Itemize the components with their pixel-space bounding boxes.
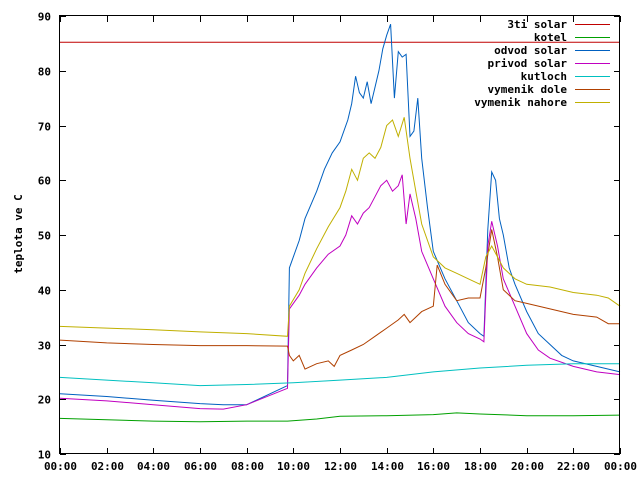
y-tick-label: 40 [38,285,51,298]
legend-label: privod solar [488,57,568,70]
series-line-odvod-solar [59,24,621,406]
series-line-vymenik-dole [59,229,620,370]
x-tick-label: 02:00 [91,460,124,473]
x-tick-label: 06:00 [184,460,217,473]
legend-label: odvod solar [494,44,567,57]
x-tick-label: 14:00 [371,460,404,473]
y-tick-label: 10 [38,449,51,462]
y-tick-label: 50 [38,230,51,243]
series-line-kutloch [59,363,620,387]
x-tick-label: 10:00 [277,460,310,473]
y-tick-label: 30 [38,340,51,353]
series-line-vymenik-nahore [59,117,621,337]
y-tick-label: 70 [38,121,51,134]
x-tick-label: 00:00 [44,460,77,473]
x-tick-label: 12:00 [324,460,357,473]
x-tick-label: 16:00 [417,460,450,473]
legend-label: kotel [534,31,567,44]
y-tick-label: 80 [38,66,51,79]
x-tick-label: 08:00 [231,460,264,473]
x-tick-label: 00:00 [604,460,637,473]
series-line-kotel [59,412,621,423]
x-tick-label: 20:00 [511,460,544,473]
series-layer [59,24,621,423]
legend-label: 3ti solar [507,18,567,31]
plot-frame [59,15,620,454]
x-tick-label: 04:00 [137,460,170,473]
y-tick-label: 20 [38,394,51,407]
legend-label: kutloch [521,70,567,83]
y-tick-label: 60 [38,175,51,188]
legend-label: vymenik nahore [474,96,567,109]
y-tick-label: 90 [38,11,51,24]
x-tick-label: 22:00 [557,460,590,473]
x-tick-label: 18:00 [464,460,497,473]
series-line-privod-solar [59,174,621,410]
y-axis-label: teplota ve C [12,194,25,273]
legend-label: vymenik dole [488,83,568,96]
